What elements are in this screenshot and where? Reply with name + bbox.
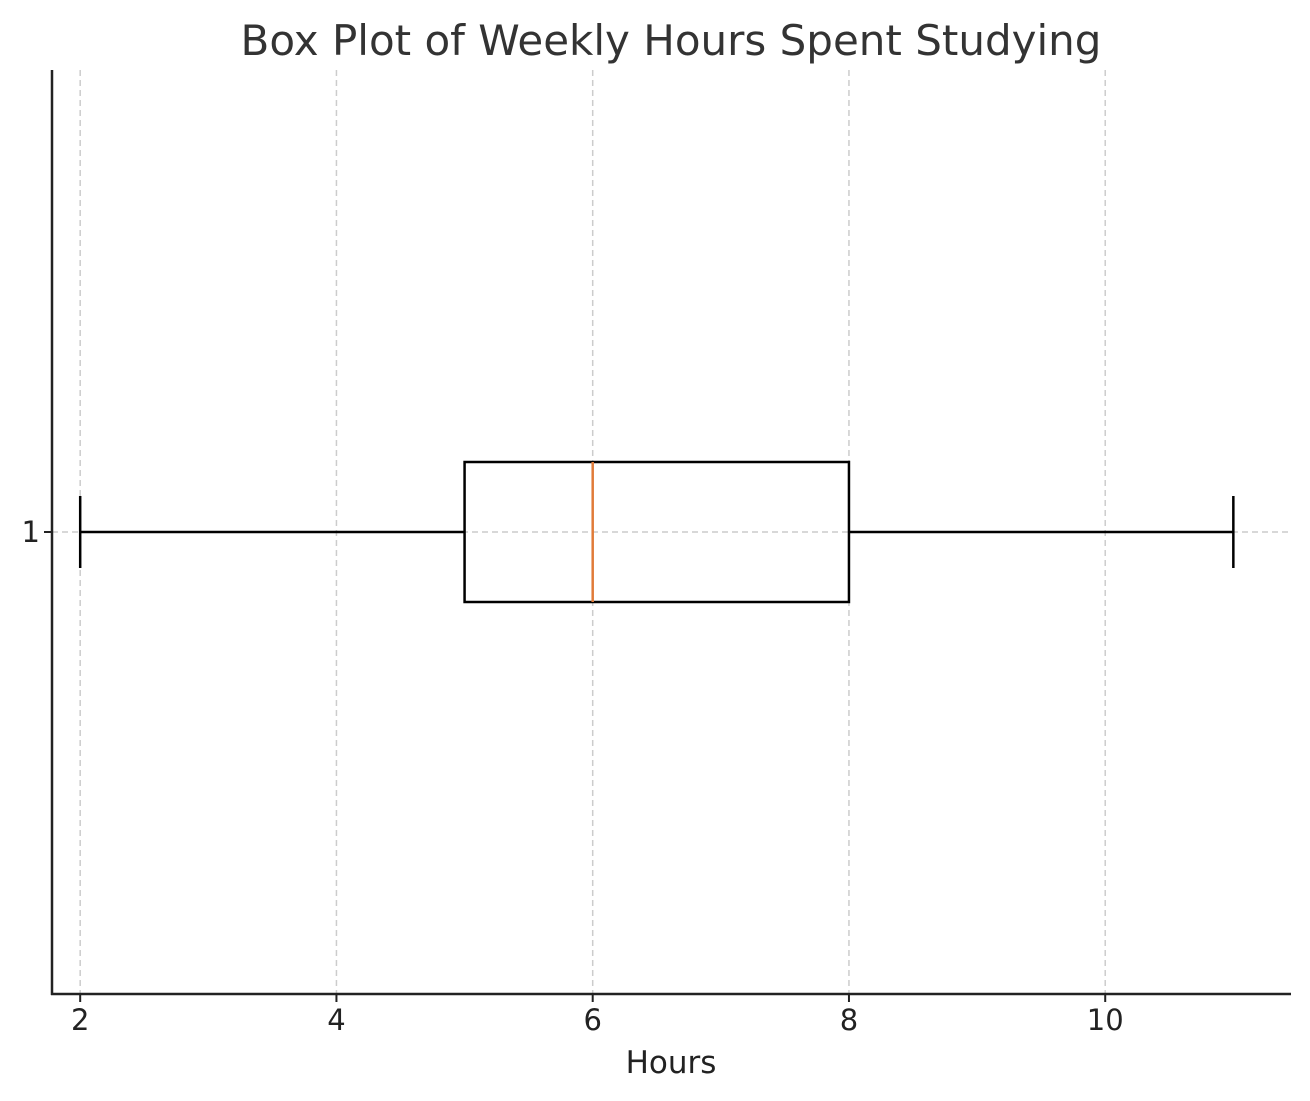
y-tick-label: 1 (22, 515, 40, 549)
x-axis-ticks: 2 4 6 8 10 (71, 994, 1124, 1037)
chart-title: Box Plot of Weekly Hours Spent Studying (241, 16, 1102, 65)
box-group (78, 460, 1235, 604)
x-axis-label: Hours (626, 1045, 717, 1081)
interquartile-box (463, 460, 851, 604)
y-axis-ticks: 1 (22, 515, 52, 549)
x-tick-label: 8 (840, 1003, 858, 1037)
x-tick-label: 6 (583, 1003, 601, 1037)
x-tick-label: 2 (71, 1003, 89, 1037)
box-series (78, 460, 1235, 604)
x-tick-label: 10 (1087, 1003, 1124, 1037)
x-tick-label: 4 (327, 1003, 345, 1037)
